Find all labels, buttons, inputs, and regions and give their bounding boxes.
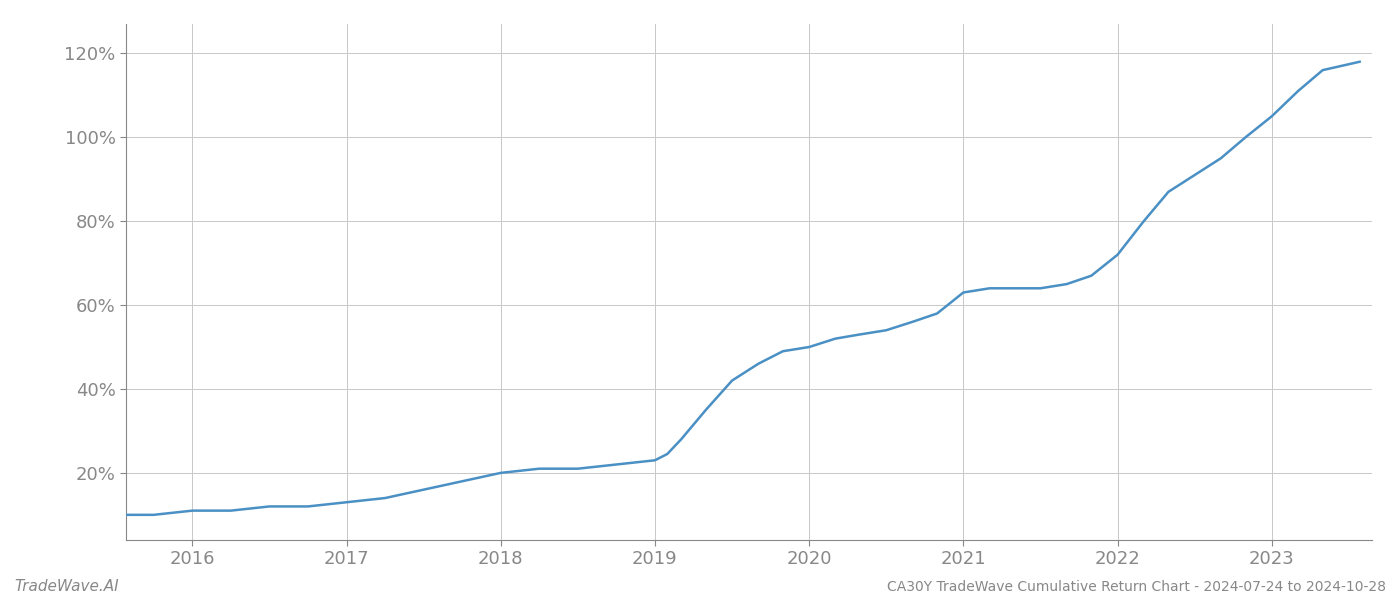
Text: CA30Y TradeWave Cumulative Return Chart - 2024-07-24 to 2024-10-28: CA30Y TradeWave Cumulative Return Chart … <box>888 580 1386 594</box>
Text: TradeWave.AI: TradeWave.AI <box>14 579 119 594</box>
